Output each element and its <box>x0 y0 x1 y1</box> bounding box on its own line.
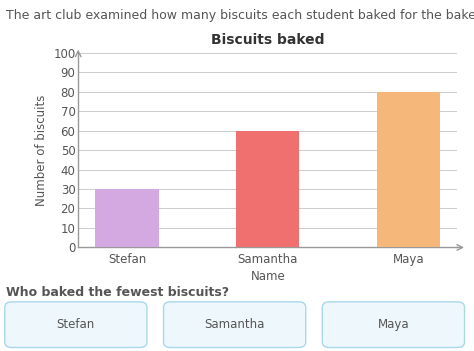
Text: Who baked the fewest biscuits?: Who baked the fewest biscuits? <box>6 286 229 299</box>
Title: Biscuits baked: Biscuits baked <box>211 33 325 47</box>
Text: Maya: Maya <box>378 318 409 331</box>
Bar <box>236 131 300 247</box>
X-axis label: Name: Name <box>250 270 285 283</box>
Bar <box>95 189 159 247</box>
Bar <box>377 92 440 247</box>
Text: Samantha: Samantha <box>204 318 265 331</box>
Text: The art club examined how many biscuits each student baked for the bake sale.: The art club examined how many biscuits … <box>6 9 474 22</box>
Text: Stefan: Stefan <box>57 318 95 331</box>
Y-axis label: Number of biscuits: Number of biscuits <box>35 94 47 206</box>
